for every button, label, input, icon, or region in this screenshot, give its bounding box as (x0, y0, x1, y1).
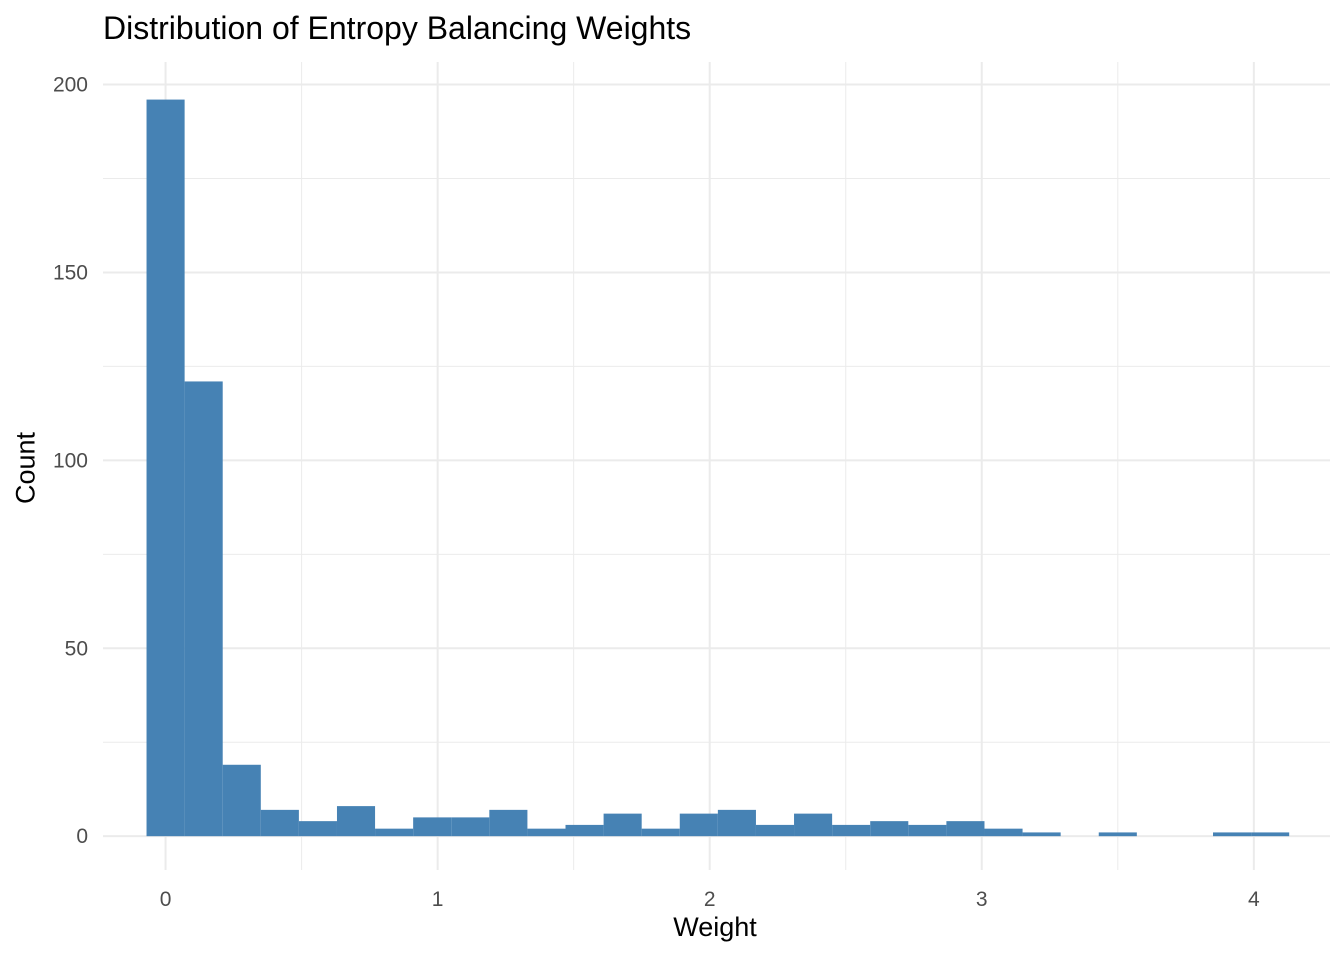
x-axis-title: Weight (673, 912, 757, 942)
histogram-bar (717, 809, 756, 837)
histogram-bar (984, 828, 1023, 837)
histogram-bar (832, 824, 871, 837)
y-tick-label: 200 (53, 74, 88, 97)
histogram-bar (260, 809, 299, 837)
histogram-bar (413, 817, 452, 837)
histogram-bar (146, 99, 185, 837)
histogram-bar (1022, 832, 1061, 837)
y-tick-label: 100 (53, 449, 88, 472)
y-tick-label: 50 (65, 637, 88, 660)
y-tick-label: 150 (53, 261, 88, 284)
histogram-bar (527, 828, 566, 837)
histogram-bar (1098, 832, 1137, 837)
histogram-bar (184, 381, 223, 837)
histogram-bar (755, 824, 795, 837)
x-tick-label: 2 (704, 888, 716, 911)
x-tick-label: 0 (160, 888, 172, 911)
histogram-bar (641, 828, 680, 837)
histogram-bar (298, 821, 337, 837)
histogram-bar (1251, 832, 1290, 837)
histogram-bar (336, 806, 376, 837)
histogram-bar (908, 824, 947, 837)
x-tick-label: 3 (976, 888, 988, 911)
histogram-bar (794, 813, 833, 837)
histogram-bar (375, 828, 414, 837)
chart-title: Distribution of Entropy Balancing Weight… (103, 10, 692, 46)
histogram-bar (946, 821, 985, 837)
histogram-bar (603, 813, 642, 837)
histogram-bar (1213, 832, 1252, 837)
histogram-bar (870, 821, 909, 837)
x-tick-label: 1 (432, 888, 444, 911)
histogram-bar (451, 817, 490, 837)
histogram-bar (565, 824, 604, 837)
y-tick-label: 0 (76, 825, 88, 848)
histogram-bar (679, 813, 718, 837)
histogram-bar (489, 809, 528, 837)
x-tick-label: 4 (1248, 888, 1260, 911)
y-axis-title: Count (10, 431, 41, 505)
histogram-bar (222, 764, 261, 837)
